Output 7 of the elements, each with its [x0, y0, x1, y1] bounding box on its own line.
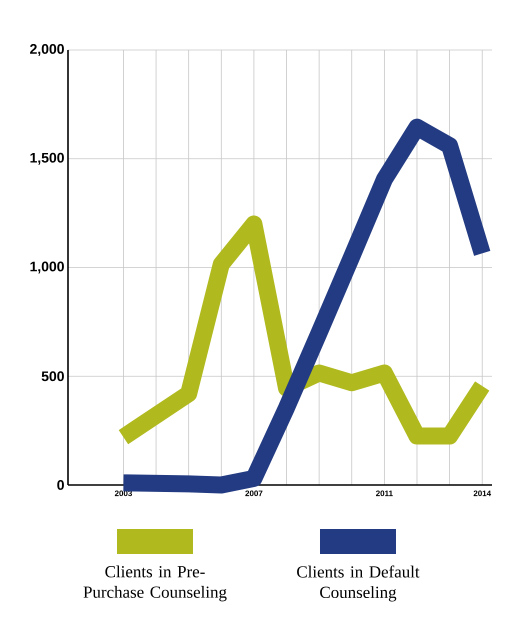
y-tick-label: 1,500 — [30, 152, 64, 165]
y-tick-label: 2,000 — [30, 44, 64, 56]
legend-label: Clients in Default Counseling — [297, 566, 420, 602]
legend-label: Clients in Pre-Purchase Counseling — [84, 566, 227, 602]
y-tick-label: 1,000 — [30, 262, 64, 274]
y-tick-label: 0 — [57, 480, 64, 490]
y-tick-label: 500 — [42, 371, 64, 382]
